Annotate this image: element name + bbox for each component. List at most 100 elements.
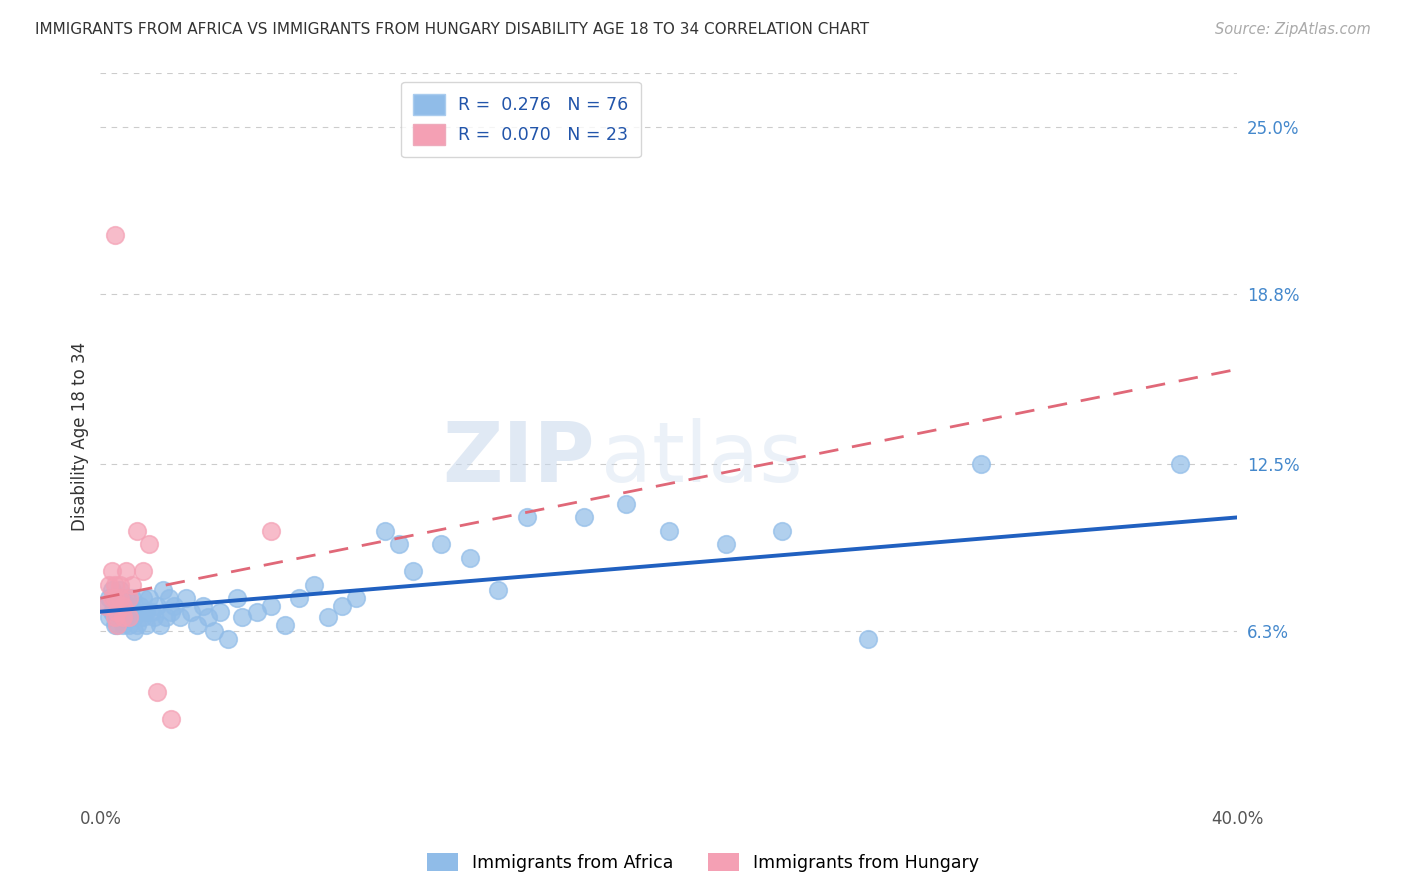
- Text: Source: ZipAtlas.com: Source: ZipAtlas.com: [1215, 22, 1371, 37]
- Point: [186, 618, 208, 632]
- Point: [658, 524, 681, 538]
- Point: [152, 583, 174, 598]
- Point: [103, 599, 125, 614]
- Point: [458, 550, 481, 565]
- Point: [118, 618, 141, 632]
- Point: [124, 624, 146, 638]
- Point: [274, 618, 297, 632]
- Point: [246, 605, 269, 619]
- Point: [388, 537, 411, 551]
- Point: [516, 510, 538, 524]
- Point: [135, 618, 157, 632]
- Point: [121, 605, 143, 619]
- Point: [430, 537, 453, 551]
- Point: [103, 578, 125, 592]
- Text: IMMIGRANTS FROM AFRICA VS IMMIGRANTS FROM HUNGARY DISABILITY AGE 18 TO 34 CORREL: IMMIGRANTS FROM AFRICA VS IMMIGRANTS FRO…: [35, 22, 869, 37]
- Point: [103, 610, 125, 624]
- Point: [132, 610, 155, 624]
- Point: [143, 610, 166, 624]
- Point: [138, 537, 160, 551]
- Point: [614, 497, 637, 511]
- Point: [202, 624, 225, 638]
- Point: [103, 610, 125, 624]
- Point: [118, 610, 141, 624]
- Y-axis label: Disability Age 18 to 34: Disability Age 18 to 34: [72, 342, 89, 531]
- Point: [100, 605, 122, 619]
- Point: [146, 599, 169, 614]
- Legend: R =  0.276   N = 76, R =  0.070   N = 23: R = 0.276 N = 76, R = 0.070 N = 23: [401, 82, 641, 157]
- Point: [112, 618, 135, 632]
- Point: [94, 599, 117, 614]
- Point: [217, 632, 239, 646]
- Point: [486, 583, 509, 598]
- Point: [157, 591, 180, 606]
- Point: [110, 583, 132, 598]
- Point: [124, 610, 146, 624]
- Point: [115, 605, 138, 619]
- Point: [174, 591, 197, 606]
- Point: [127, 605, 149, 619]
- Point: [572, 510, 595, 524]
- Point: [772, 524, 794, 538]
- Point: [103, 591, 125, 606]
- Point: [402, 564, 425, 578]
- Point: [115, 564, 138, 578]
- Point: [135, 605, 157, 619]
- Point: [970, 457, 993, 471]
- Point: [118, 591, 141, 606]
- Point: [112, 610, 135, 624]
- Point: [103, 227, 125, 242]
- Point: [94, 599, 117, 614]
- Point: [260, 599, 283, 614]
- Point: [149, 618, 172, 632]
- Text: ZIP: ZIP: [443, 418, 595, 499]
- Point: [110, 591, 132, 606]
- Point: [714, 537, 737, 551]
- Point: [107, 605, 129, 619]
- Legend: Immigrants from Africa, Immigrants from Hungary: Immigrants from Africa, Immigrants from …: [420, 847, 986, 879]
- Point: [118, 599, 141, 614]
- Point: [163, 599, 186, 614]
- Point: [107, 618, 129, 632]
- Point: [112, 610, 135, 624]
- Point: [191, 599, 214, 614]
- Point: [197, 610, 219, 624]
- Point: [107, 591, 129, 606]
- Point: [112, 599, 135, 614]
- Point: [155, 610, 177, 624]
- Point: [100, 583, 122, 598]
- Point: [169, 610, 191, 624]
- Point: [132, 564, 155, 578]
- Point: [129, 599, 152, 614]
- Point: [107, 618, 129, 632]
- Point: [127, 618, 149, 632]
- Point: [344, 591, 367, 606]
- Point: [180, 605, 202, 619]
- Point: [146, 685, 169, 699]
- Point: [100, 591, 122, 606]
- Point: [260, 524, 283, 538]
- Point: [302, 578, 325, 592]
- Point: [288, 591, 311, 606]
- Point: [110, 578, 132, 592]
- Point: [97, 591, 120, 606]
- Point: [100, 564, 122, 578]
- Point: [110, 599, 132, 614]
- Point: [132, 591, 155, 606]
- Point: [138, 591, 160, 606]
- Point: [141, 605, 163, 619]
- Point: [208, 605, 231, 619]
- Point: [97, 578, 120, 592]
- Point: [316, 610, 339, 624]
- Point: [112, 594, 135, 608]
- Point: [225, 591, 247, 606]
- Text: atlas: atlas: [600, 418, 803, 499]
- Point: [121, 591, 143, 606]
- Point: [160, 605, 183, 619]
- Point: [107, 605, 129, 619]
- Point: [103, 618, 125, 632]
- Point: [118, 610, 141, 624]
- Point: [97, 610, 120, 624]
- Point: [1170, 457, 1192, 471]
- Point: [374, 524, 396, 538]
